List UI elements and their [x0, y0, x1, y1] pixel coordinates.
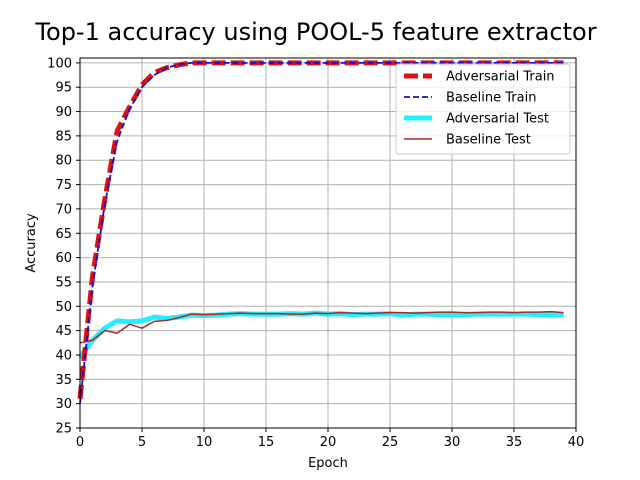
y-tick-label: 100 — [47, 56, 72, 71]
ticks: 0 5 10 15 20 25 30 35 40 25 30 35 40 45 50 55 60 65 70 75 80… — [47, 56, 584, 450]
series-line — [77, 60, 564, 400]
legend-label: Baseline Test — [446, 133, 531, 148]
x-tick-label: 25 — [382, 435, 399, 450]
x-tick-label: 20 — [320, 435, 337, 450]
legend: Adversarial Train Baseline Train Adversari… — [395, 63, 571, 155]
legend-label: Adversarial Train — [446, 70, 555, 85]
y-tick-label: 75 — [55, 178, 72, 193]
x-tick-label: 40 — [568, 435, 585, 450]
series-line — [79, 310, 564, 344]
series-line — [77, 310, 564, 359]
y-tick-label: 30 — [55, 397, 72, 412]
legend-label: Baseline Train — [446, 91, 536, 106]
y-tick-label: 85 — [55, 129, 72, 144]
chart-title: Top-1 accuracy using POOL-5 feature extr… — [34, 18, 596, 46]
x-tick-label: 15 — [258, 435, 275, 450]
legend-label: Adversarial Test — [446, 112, 549, 127]
series-layer — [77, 60, 564, 404]
x-tick-label: 35 — [506, 435, 523, 450]
y-tick-label: 70 — [55, 202, 72, 217]
y-tick-label: 35 — [55, 373, 72, 388]
x-tick-label: 0 — [76, 435, 84, 450]
y-tick-label: 80 — [55, 154, 72, 169]
y-tick-label: 40 — [55, 348, 72, 363]
y-tick-label: 25 — [55, 422, 72, 437]
y-tick-label: 55 — [55, 275, 72, 290]
x-tick-label: 5 — [138, 435, 146, 450]
y-axis-label: Accuracy — [24, 213, 39, 273]
y-tick-label: 60 — [55, 251, 72, 266]
y-tick-label: 95 — [55, 81, 72, 96]
y-tick-label: 65 — [55, 227, 72, 242]
x-tick-label: 10 — [196, 435, 213, 450]
y-tick-label: 90 — [55, 105, 72, 120]
x-tick-label: 30 — [444, 435, 461, 450]
y-tick-label: 50 — [55, 300, 72, 315]
y-tick-label: 45 — [55, 324, 72, 339]
x-axis-label: Epoch — [308, 456, 348, 471]
legend-box — [395, 63, 571, 155]
